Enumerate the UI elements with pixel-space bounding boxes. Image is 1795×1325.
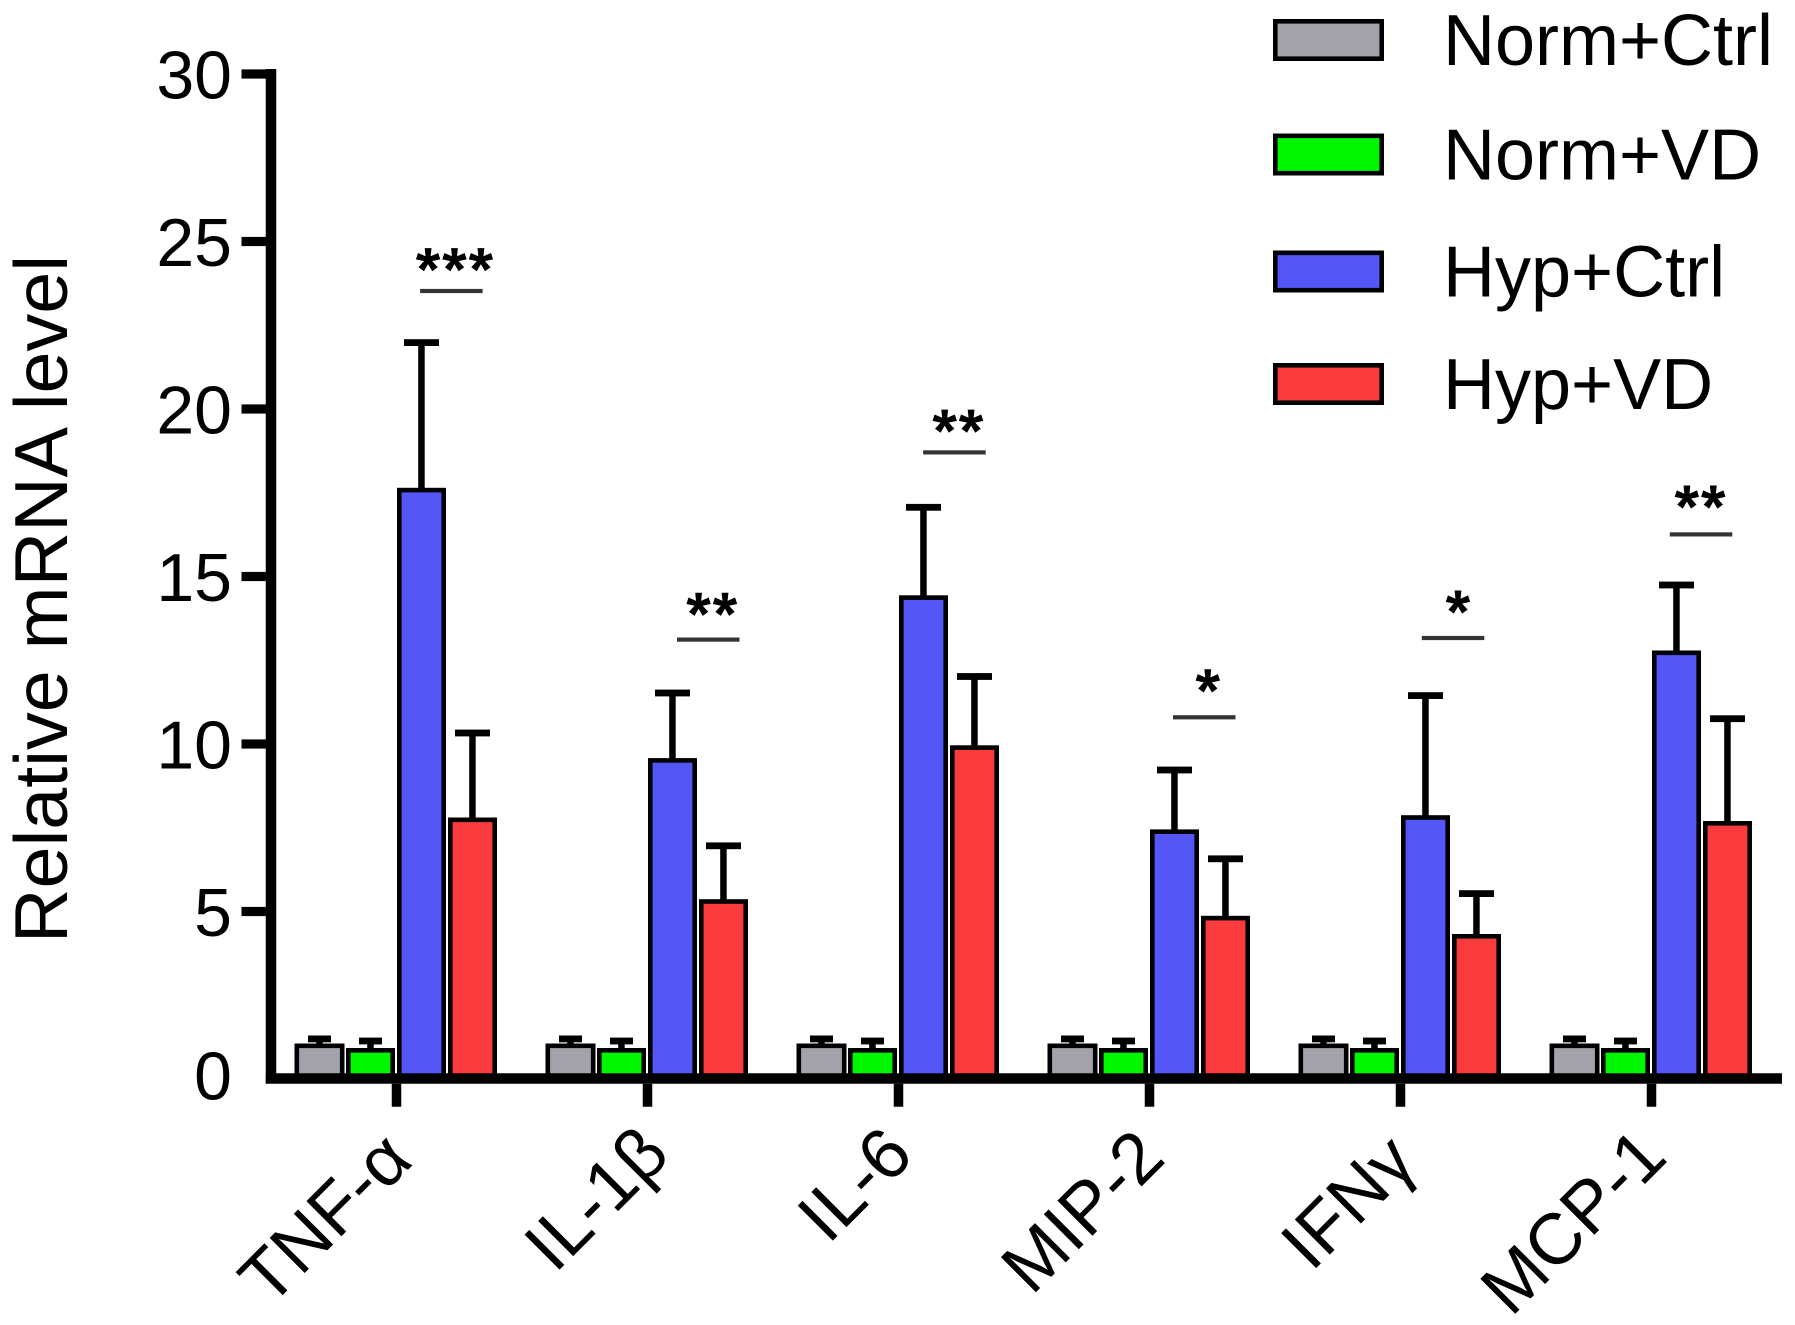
svg-text:20: 20 <box>156 372 232 448</box>
svg-text:30: 30 <box>156 37 232 113</box>
svg-text:0: 0 <box>194 1038 232 1114</box>
svg-text:Norm+Ctrl: Norm+Ctrl <box>1443 1 1773 81</box>
svg-text:15: 15 <box>156 540 232 616</box>
svg-text:Relative mRNA level: Relative mRNA level <box>0 255 83 943</box>
svg-text:Hyp+VD: Hyp+VD <box>1443 345 1713 425</box>
svg-text:Hyp+Ctrl: Hyp+Ctrl <box>1443 233 1725 313</box>
svg-text:25: 25 <box>156 205 232 281</box>
svg-text:10: 10 <box>156 707 232 783</box>
svg-text:Norm+VD: Norm+VD <box>1443 116 1761 196</box>
svg-text:5: 5 <box>194 875 232 951</box>
